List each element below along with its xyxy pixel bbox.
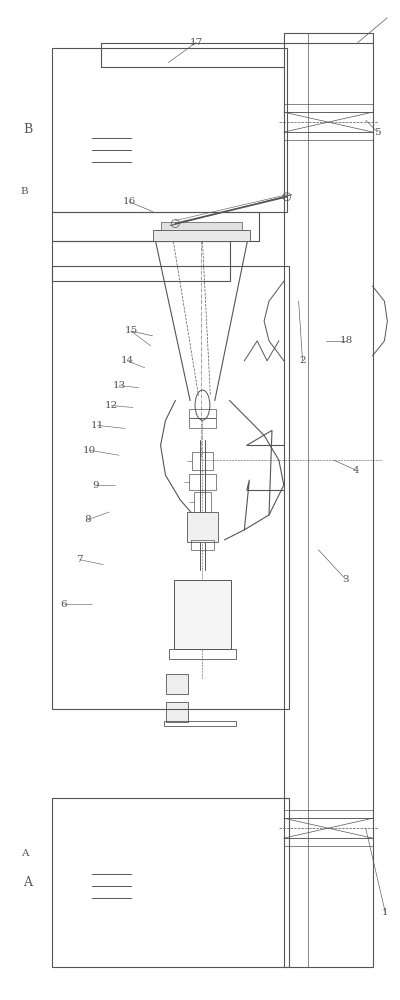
Bar — [187, 512, 218, 542]
Bar — [284, 838, 372, 846]
Bar — [284, 132, 372, 140]
Bar — [166, 702, 188, 722]
Text: 7: 7 — [76, 555, 83, 564]
Text: 16: 16 — [122, 197, 136, 206]
Text: 11: 11 — [91, 421, 104, 430]
Text: 6: 6 — [61, 600, 67, 609]
Bar — [189, 409, 216, 418]
Bar — [284, 818, 372, 838]
Bar — [189, 474, 216, 490]
Bar — [164, 721, 236, 726]
Bar — [160, 222, 242, 230]
Bar — [284, 810, 372, 818]
Text: 14: 14 — [120, 356, 134, 365]
Text: 2: 2 — [299, 356, 306, 365]
Bar — [52, 798, 289, 967]
Bar — [169, 649, 236, 659]
Bar — [284, 112, 372, 132]
Bar — [166, 674, 188, 694]
Text: B: B — [23, 123, 32, 136]
Text: 12: 12 — [105, 401, 118, 410]
Bar — [52, 48, 287, 212]
Bar — [52, 241, 230, 281]
Text: 3: 3 — [343, 575, 349, 584]
Bar — [52, 266, 289, 709]
Text: 13: 13 — [112, 381, 126, 390]
Text: 18: 18 — [339, 336, 352, 345]
Bar — [189, 418, 216, 428]
Text: 4: 4 — [352, 466, 359, 475]
Text: 15: 15 — [124, 326, 138, 335]
Bar — [284, 104, 372, 112]
Bar — [174, 580, 231, 649]
Text: 8: 8 — [84, 515, 91, 524]
Text: A: A — [21, 849, 28, 858]
Text: A: A — [23, 876, 32, 889]
Text: 1: 1 — [382, 908, 389, 917]
Bar — [153, 230, 250, 241]
Bar — [194, 492, 211, 512]
Bar — [192, 452, 213, 470]
Text: B: B — [21, 187, 28, 196]
Bar — [284, 33, 372, 967]
Text: 17: 17 — [190, 38, 203, 47]
Text: 9: 9 — [92, 481, 99, 490]
Text: 5: 5 — [374, 128, 381, 137]
Bar — [52, 212, 259, 241]
Text: 10: 10 — [83, 446, 96, 455]
Bar — [191, 540, 214, 550]
